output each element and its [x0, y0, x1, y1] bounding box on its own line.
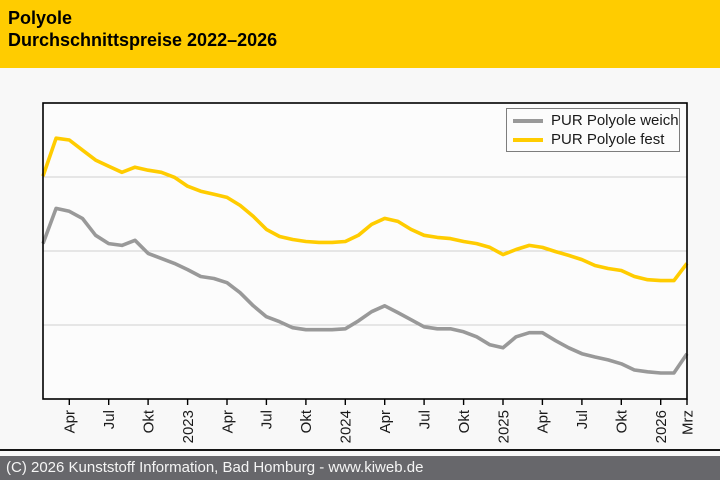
legend-swatch-fest	[513, 137, 543, 142]
x-tick-label: 2026	[653, 410, 670, 443]
x-tick-label: Okt	[614, 409, 631, 433]
footer-separator-line	[0, 449, 720, 451]
page-subtitle: Durchschnittspreise 2022–2026	[8, 30, 278, 50]
copyright-text: (C) 2026 Kunststoff Information, Bad Hom…	[6, 459, 424, 476]
x-tick-label: Jul	[259, 410, 276, 429]
x-tick-label: 2024	[338, 410, 355, 443]
x-tick-label: 2023	[180, 410, 197, 443]
series-line-pur-polyole-fest	[41, 136, 689, 283]
x-tick-label: Apr	[535, 410, 552, 433]
x-tick-label: Jul	[416, 410, 433, 429]
chart-legend: PUR Polyole weich PUR Polyole fest	[506, 108, 680, 152]
x-tick-label: 2025	[495, 410, 512, 443]
x-tick-label: Apr	[219, 410, 236, 433]
x-tick-label: Okt	[298, 409, 315, 433]
page-title: Polyole	[8, 8, 73, 28]
legend-label-weich: PUR Polyole weich	[551, 112, 679, 129]
x-tick-label: Jul	[574, 410, 591, 429]
legend-label-fest: PUR Polyole fest	[551, 131, 665, 148]
x-tick-label: Jul	[101, 410, 118, 429]
legend-item-weich: PUR Polyole weich	[513, 111, 679, 130]
chart-header: Polyole Durchschnittspreise 2022–2026	[0, 0, 720, 68]
legend-swatch-weich	[513, 118, 543, 123]
legend-item-fest: PUR Polyole fest	[513, 130, 673, 149]
copyright-footer: (C) 2026 Kunststoff Information, Bad Hom…	[0, 456, 720, 480]
x-tick-label: Okt	[140, 409, 157, 433]
x-tick-label: Apr	[377, 410, 394, 433]
x-tick-label: Mrz	[679, 410, 696, 435]
x-tick-label: Apr	[62, 410, 79, 433]
series-line-pur-polyole-weich	[41, 206, 689, 375]
x-tick-label: Okt	[456, 409, 473, 433]
plot-frame	[42, 102, 688, 400]
